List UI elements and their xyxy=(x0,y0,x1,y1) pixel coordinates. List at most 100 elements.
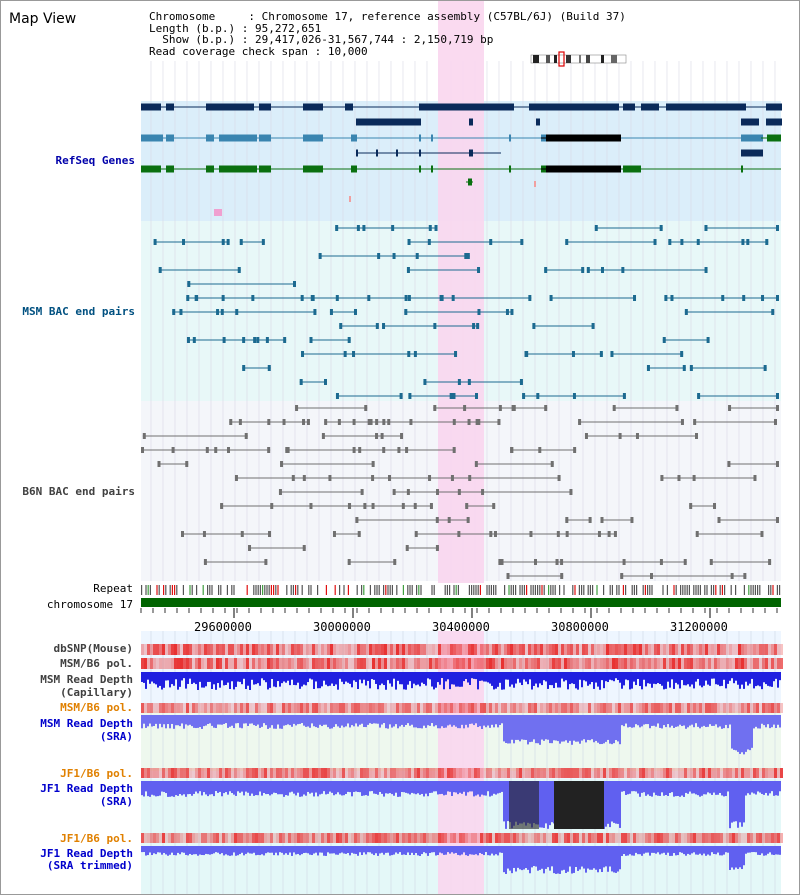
msm-sra-depth-bar xyxy=(543,715,545,741)
dbsnp-heat xyxy=(243,644,246,655)
jf1-trim-depth-bar xyxy=(549,846,551,871)
jf1-sra-depth-bar xyxy=(189,781,191,795)
jf1-b6-pol-heat xyxy=(411,768,414,778)
jf1-trim-depth-bar xyxy=(223,846,225,856)
msm-cap-depth-bar xyxy=(253,672,255,685)
msm-sra-depth-bar xyxy=(731,715,733,749)
dbsnp-heat xyxy=(189,644,192,655)
jf1-sra-depth-bar xyxy=(395,781,397,793)
dbsnp-heat xyxy=(357,644,360,655)
msm-b6-pol2-heat xyxy=(486,703,489,713)
jf1-b6-pol-heat xyxy=(531,768,534,778)
track-label-jf1-b6-pol-1: JF1/B6 pol. xyxy=(60,767,133,780)
msm-cap-depth-bar xyxy=(417,672,419,685)
msm-sra-depth-bar xyxy=(719,715,721,727)
repeat-mark xyxy=(233,585,235,595)
msm-bac-end xyxy=(591,323,595,329)
msm-b6-pol2-heat xyxy=(777,703,780,713)
jf1-trim-depth-bar xyxy=(431,846,433,853)
dbsnp-heat xyxy=(504,644,507,655)
axis-tick-label: 30400000 xyxy=(432,620,490,634)
msm-b6-pol2-heat xyxy=(759,703,762,713)
jf1-sra-depth-bar xyxy=(427,781,429,797)
repeat-mark xyxy=(534,585,536,595)
msm-b6-pol2-heat xyxy=(750,703,753,713)
dbsnp-heat xyxy=(669,644,672,655)
jf1-trim-depth-bar xyxy=(173,846,175,856)
msm-cap-depth-bar xyxy=(249,672,251,690)
repeat-mark xyxy=(757,585,759,595)
msm-sra-depth-bar xyxy=(499,715,501,726)
msm-sra-depth-bar xyxy=(689,715,691,726)
msm-b6-pol-heat xyxy=(546,658,549,669)
b6n-bac-end xyxy=(321,433,325,439)
dbsnp-heat xyxy=(288,644,291,655)
msm-sra-depth-bar xyxy=(727,715,729,729)
jf1-sra-depth-bar xyxy=(337,781,339,793)
jf1-trim-depth-bar xyxy=(603,846,605,868)
msm-b6-pol2-heat xyxy=(477,703,480,713)
jf1-sra-depth-bar xyxy=(727,781,729,792)
msm-sra-depth-bar xyxy=(483,715,485,726)
jf1-sra-depth-bar xyxy=(277,781,279,795)
msm-cap-depth-bar xyxy=(141,672,143,682)
msm-cap-depth-bar xyxy=(353,672,355,681)
repeat-mark xyxy=(704,585,706,595)
jf1-b6-pol-heat xyxy=(534,768,537,778)
msm-cap-depth-bar xyxy=(235,672,237,687)
msm-b6-pol-heat xyxy=(600,658,603,669)
msm-cap-depth-bar xyxy=(565,672,567,681)
jf1-trim-depth-bar xyxy=(271,846,273,853)
jf1-sra-depth-bar xyxy=(773,781,775,796)
msm-b6-pol-heat xyxy=(618,658,621,669)
jf1-trim-depth-bar xyxy=(287,846,289,855)
msm-cap-depth-bar xyxy=(767,672,769,686)
msm-sra-depth-bar xyxy=(261,715,263,727)
msm-sra-depth-bar xyxy=(145,715,147,728)
msm-sra-depth-bar xyxy=(351,715,353,726)
msm-cap-depth-bar xyxy=(757,672,759,686)
jf1-trim-depth-bar xyxy=(477,846,479,856)
jf1-trim-depth-bar xyxy=(507,846,509,869)
msm-sra-depth-bar xyxy=(673,715,675,728)
msm-sra-depth-bar xyxy=(401,715,403,725)
jf1-sra-depth-bar xyxy=(737,781,739,828)
jf1-b6-pol2-heat xyxy=(375,833,378,843)
repeat-mark xyxy=(262,585,264,595)
msm-b6-pol2-heat xyxy=(519,703,522,713)
jf1-b6-pol-heat xyxy=(183,768,186,778)
msm-sra-depth-bar xyxy=(411,715,413,725)
repeat-mark xyxy=(169,585,171,595)
msm-cap-depth-bar xyxy=(539,672,541,684)
msm-cap-depth-bar xyxy=(601,672,603,681)
jf1-b6-pol2-heat xyxy=(183,833,186,843)
jf1-sra-depth-bar xyxy=(453,781,455,793)
jf1-trim-depth-bar xyxy=(257,846,259,855)
msm-cap-depth-bar xyxy=(541,672,543,686)
msm-sra-depth-bar xyxy=(575,715,577,742)
jf1-b6-pol-heat xyxy=(438,768,441,778)
jf1-b6-pol-heat xyxy=(516,768,519,778)
msm-cap-depth-bar xyxy=(375,672,377,684)
msm-b6-pol-heat xyxy=(336,658,339,669)
msm-cap-depth-bar xyxy=(655,672,657,685)
msm-sra-depth-bar xyxy=(553,715,555,741)
jf1-b6-pol2-heat xyxy=(159,833,162,843)
jf1-b6-pol2-heat xyxy=(576,833,579,843)
jf1-sra-depth-bar xyxy=(731,781,733,823)
repeat-mark xyxy=(475,585,477,595)
jf1-trim-depth-bar xyxy=(551,846,553,867)
msm-b6-pol-heat xyxy=(153,658,156,669)
msm-cap-depth-bar xyxy=(581,672,583,688)
jf1-sra-depth-bar xyxy=(245,781,247,792)
jf1-trim-depth-bar xyxy=(233,846,235,853)
msm-b6-pol2-heat xyxy=(627,703,630,713)
jf1-b6-pol-heat xyxy=(450,768,453,778)
jf1-trim-depth-bar xyxy=(707,846,709,855)
jf1-trim-depth-bar xyxy=(703,846,705,854)
jf1-b6-pol-heat xyxy=(195,768,198,778)
msm-cap-depth-bar xyxy=(383,672,385,686)
jf1-trim-depth-bar xyxy=(599,846,601,870)
msm-b6-pol-heat xyxy=(744,658,747,669)
